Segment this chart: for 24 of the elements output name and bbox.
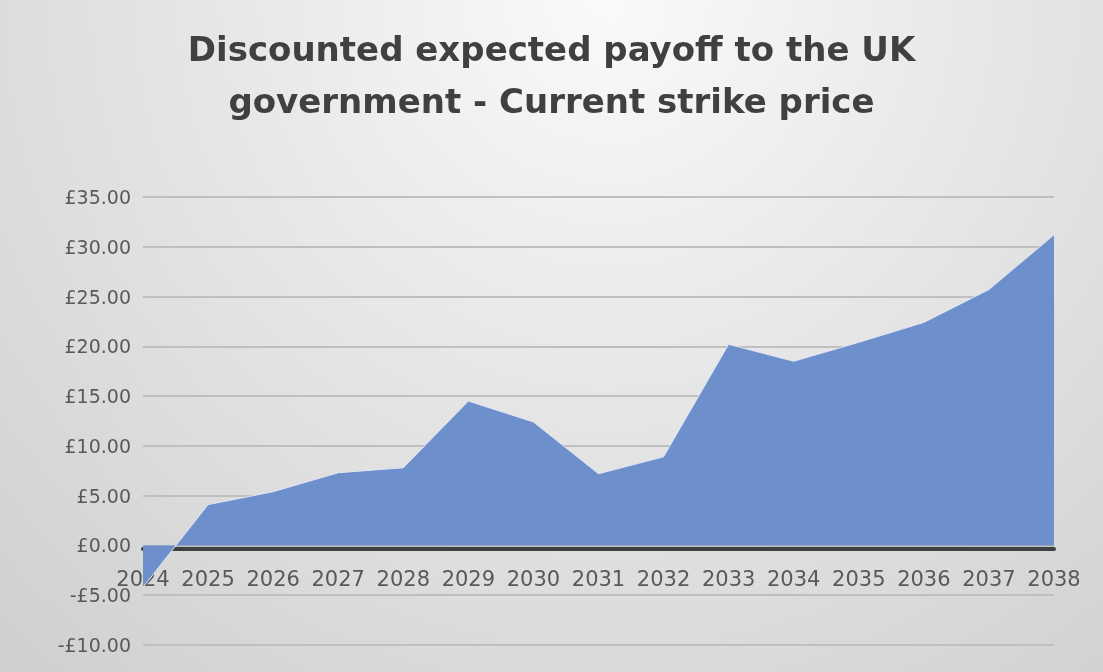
x-tick-label: 2029 (441, 567, 496, 592)
y-tick-label: £35.00 (64, 186, 131, 208)
y-tick-label: £10.00 (64, 434, 131, 457)
x-tick-label: 2038 (1027, 567, 1081, 592)
chart-title: Discounted expected payoff to the UK government - Current strike price (187, 29, 917, 121)
x-tick-label: 2035 (832, 567, 886, 592)
x-tick-label: 2031 (571, 567, 626, 592)
y-tick-label: £15.00 (64, 385, 131, 408)
x-tick-label: 2034 (766, 567, 821, 592)
x-tick-label: 2027 (311, 567, 365, 592)
y-tick-label: £5.00 (76, 484, 131, 507)
x-tick-label: 2028 (376, 567, 431, 592)
y-tick-label: £0.00 (76, 534, 131, 557)
y-tick-label: £20.00 (64, 335, 131, 358)
y-tick-label: -£10.00 (57, 634, 131, 656)
x-tick-label: 2036 (897, 567, 951, 592)
x-tick-label: 2037 (962, 567, 1016, 592)
y-tick-label: £30.00 (64, 235, 131, 258)
x-tick-label: 2033 (701, 567, 756, 592)
x-tick-label: 2032 (636, 567, 691, 592)
x-tick-label: 2030 (506, 567, 561, 592)
x-tick-label: 2026 (246, 567, 300, 592)
y-tick-label: £25.00 (64, 285, 131, 308)
x-tick-label: 2025 (181, 567, 235, 592)
